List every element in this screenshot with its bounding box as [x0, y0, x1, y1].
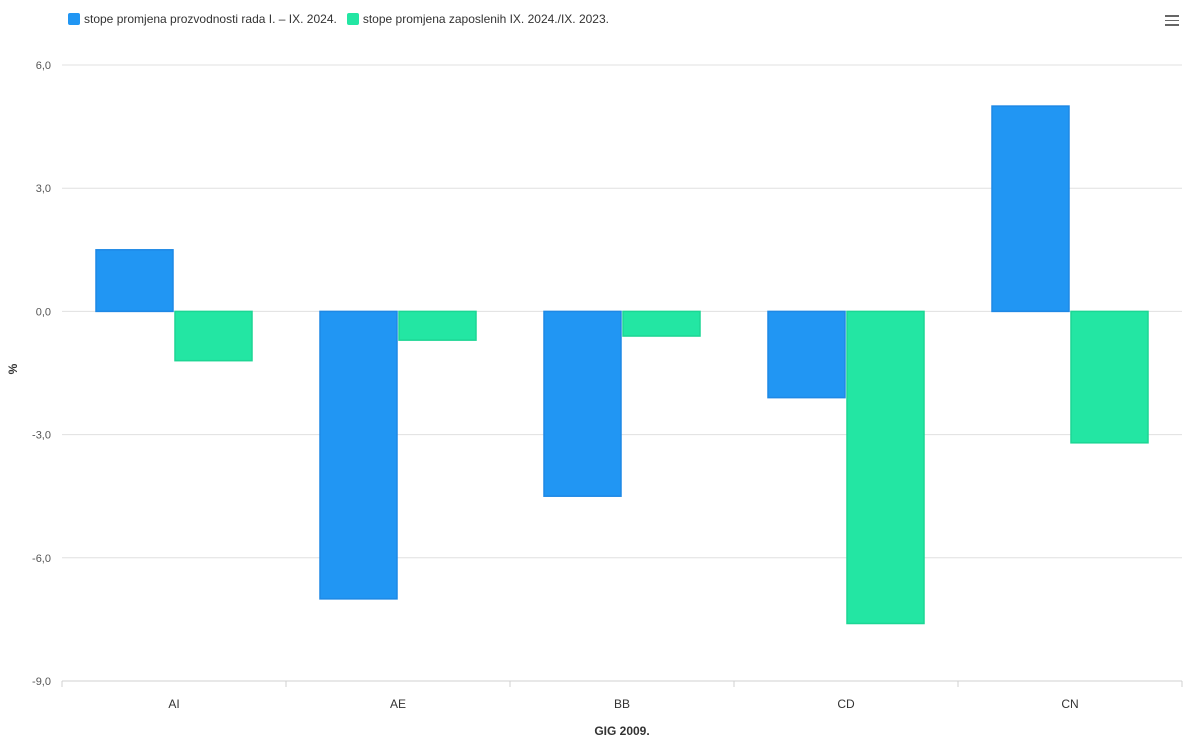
legend-item-series-2[interactable]: stope promjena zaposlenih IX. 2024./IX. … — [346, 11, 609, 27]
bar-series-1-AI[interactable] — [95, 249, 174, 313]
legend-label-series-1: stope promjena prozvodnosti rada I. – IX… — [84, 12, 337, 26]
legend-label-series-2: stope promjena zaposlenih IX. 2024./IX. … — [362, 12, 609, 26]
bar-series-2-CN[interactable] — [1070, 310, 1149, 444]
bar-series-1-CN[interactable] — [991, 105, 1070, 313]
bar-series-2-AI[interactable] — [174, 310, 253, 362]
bar-series-1-BB[interactable] — [543, 310, 622, 497]
bar-series-1-AE[interactable] — [319, 310, 398, 600]
legend: stope promjena prozvodnosti rada I. – IX… — [68, 11, 609, 27]
y-tick-label: -3,0 — [32, 430, 51, 442]
legend-swatch-series-1 — [68, 13, 80, 25]
y-axis-title: % — [6, 363, 20, 374]
x-category-label: CN — [1061, 697, 1078, 711]
y-tick-label: 0,0 — [36, 306, 51, 318]
y-tick-label: 6,0 — [36, 60, 51, 72]
bar-series-1-CD[interactable] — [767, 310, 846, 399]
x-category-label: BB — [614, 697, 630, 711]
x-category-label: CD — [837, 697, 855, 711]
x-category-label: AE — [390, 697, 406, 711]
hamburger-menu-icon[interactable] — [1164, 12, 1180, 28]
x-category-label: AI — [168, 697, 179, 711]
y-axis-tick-labels: 6,0 3,0 0,0 -3,0 -6,0 -9,0 — [32, 60, 51, 688]
y-tick-label: -9,0 — [32, 676, 51, 688]
x-axis-title: GIG 2009. — [594, 724, 649, 738]
x-axis: AI AE BB CD CN — [61, 681, 1183, 711]
bar-series-2-BB[interactable] — [622, 310, 701, 337]
y-tick-label: 3,0 — [36, 183, 51, 195]
legend-item-series-1[interactable]: stope promjena prozvodnosti rada I. – IX… — [68, 11, 337, 27]
bar-series-2-CD[interactable] — [846, 310, 925, 625]
bars — [95, 105, 1149, 625]
legend-swatch-series-2 — [346, 13, 359, 25]
bar-series-2-AE[interactable] — [398, 310, 477, 341]
y-tick-label: -6,0 — [32, 553, 51, 565]
